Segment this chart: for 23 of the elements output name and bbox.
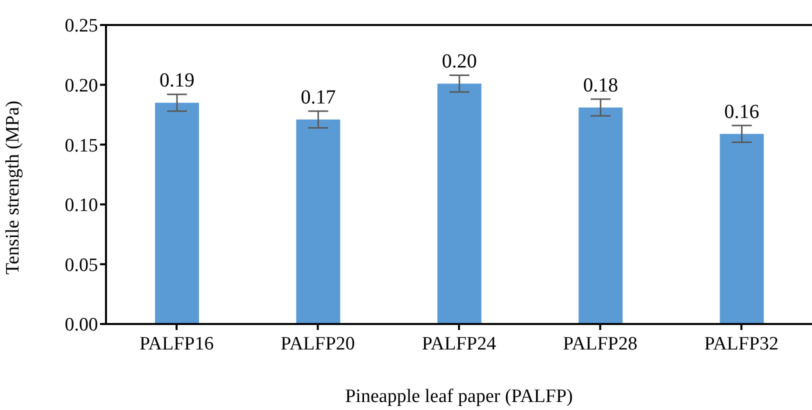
x-tick-label: PALFP28 xyxy=(563,333,638,354)
data-label: 0.19 xyxy=(160,70,194,92)
y-tick-label: 0.05 xyxy=(64,254,98,276)
y-tick-label: 0.25 xyxy=(64,16,98,37)
y-axis-title: Tensile strength (MPa) xyxy=(2,100,24,274)
x-tick-label: PALFP16 xyxy=(139,333,214,354)
bar xyxy=(296,119,340,324)
bar xyxy=(155,102,199,324)
y-tick-label: 0.20 xyxy=(64,76,98,97)
bar xyxy=(720,134,764,324)
x-axis-title: Pineapple leaf paper (PALFP) xyxy=(345,386,573,407)
data-label: 0.20 xyxy=(442,50,477,73)
data-label: 0.17 xyxy=(300,86,336,108)
x-tick-label: PALFP32 xyxy=(704,333,779,354)
y-tick-label: 0.10 xyxy=(64,195,98,216)
y-tick-label: 0.00 xyxy=(64,314,98,336)
bar xyxy=(578,108,623,324)
x-tick-label: PALFP20 xyxy=(280,333,355,354)
x-tick-label: PALFP24 xyxy=(422,333,497,354)
data-label: 0.18 xyxy=(583,74,618,97)
bar xyxy=(437,84,482,324)
y-tick-label: 0.15 xyxy=(64,135,98,156)
data-label: 0.16 xyxy=(724,100,760,123)
